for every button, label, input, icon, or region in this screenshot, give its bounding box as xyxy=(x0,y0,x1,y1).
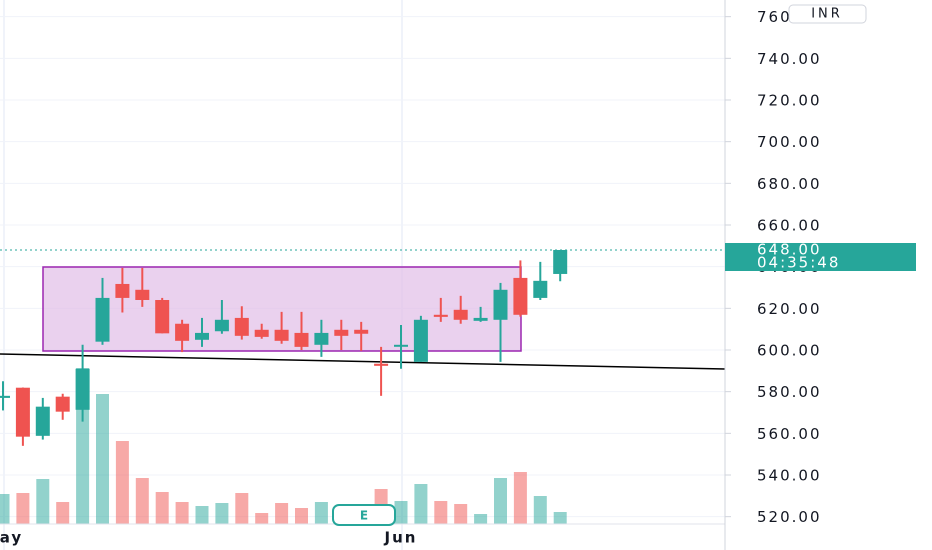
volume-bar xyxy=(56,502,70,524)
candle-body xyxy=(234,317,249,336)
x-tick-label: Jun xyxy=(384,529,418,547)
candle-body xyxy=(413,319,428,362)
y-tick-label: 560.00 xyxy=(757,425,822,443)
last-price-box xyxy=(725,243,916,271)
candle-body xyxy=(195,332,209,340)
volume-bar xyxy=(533,496,547,524)
volume-bar xyxy=(215,503,229,524)
volume-bar xyxy=(434,501,448,524)
candle-body xyxy=(314,332,329,345)
volume-bar xyxy=(155,492,169,524)
candle-body xyxy=(175,323,190,341)
volume-bar xyxy=(175,502,189,524)
volume-bar xyxy=(414,484,428,524)
candle-body xyxy=(513,277,528,315)
countdown-label: 04:35:48 xyxy=(757,254,840,272)
volume-bar xyxy=(135,478,149,524)
candle-body xyxy=(294,332,309,347)
candle-body xyxy=(394,344,408,347)
candle-body xyxy=(135,289,150,300)
logo: E xyxy=(332,504,396,526)
candle-body xyxy=(35,406,50,436)
currency-text: INR xyxy=(811,7,843,22)
volume-bar xyxy=(0,494,10,524)
volume-bar xyxy=(454,504,468,524)
volume-bar xyxy=(474,514,488,524)
y-tick-label: 680.00 xyxy=(757,175,822,193)
volume-bar xyxy=(295,508,308,524)
candle-body xyxy=(274,329,289,341)
candle-body xyxy=(95,297,110,342)
volume-bar xyxy=(96,394,109,524)
last-price-label: 648.00 xyxy=(757,241,822,259)
volume-bar xyxy=(513,472,527,524)
currency-badge: INR xyxy=(788,4,867,24)
candle-body xyxy=(453,309,468,320)
volume-bar xyxy=(195,506,209,524)
volume-bar xyxy=(394,501,408,524)
volume-bar xyxy=(16,493,30,524)
candle-body xyxy=(533,280,548,298)
candle-body xyxy=(354,329,369,334)
volume-bar xyxy=(314,502,328,524)
volume-bar xyxy=(36,479,50,524)
candle-body xyxy=(75,368,90,410)
y-tick-label: 580.00 xyxy=(757,383,822,401)
candle-body xyxy=(374,363,389,366)
candle-body xyxy=(214,319,229,332)
y-tick-label: 540.00 xyxy=(757,467,822,485)
volume-bar xyxy=(115,441,129,524)
candles xyxy=(0,250,568,446)
currency-box xyxy=(788,4,867,24)
y-tick-label: 740.00 xyxy=(757,50,822,68)
candle-body xyxy=(254,329,269,337)
logo-badge xyxy=(332,504,396,526)
candle-body xyxy=(155,300,170,334)
y-tick-label: 660.00 xyxy=(757,217,822,235)
candle-body xyxy=(55,396,70,412)
candle-body xyxy=(0,395,10,398)
y-tick-label: 720.00 xyxy=(757,92,822,110)
volume-bar xyxy=(275,503,289,524)
y-tick-label: 620.00 xyxy=(757,300,822,318)
candle-body xyxy=(115,283,130,298)
candle-body xyxy=(334,329,349,336)
y-tick-label: 600.00 xyxy=(757,342,822,360)
volume-bar xyxy=(494,478,507,524)
volume-bar xyxy=(235,493,249,524)
candle-body xyxy=(433,314,448,317)
trend-line xyxy=(0,353,726,370)
y-tick-label: 700.00 xyxy=(757,133,822,151)
candle-body xyxy=(493,289,508,320)
volume-bar xyxy=(255,513,269,524)
candle-body xyxy=(473,317,488,321)
y-tick-label: 520.00 xyxy=(757,508,822,526)
candle-body xyxy=(553,250,568,274)
candle-body xyxy=(15,387,30,437)
volume-bar xyxy=(553,512,567,524)
logo-text: E xyxy=(360,509,368,523)
x-tick-label: May xyxy=(0,529,23,547)
